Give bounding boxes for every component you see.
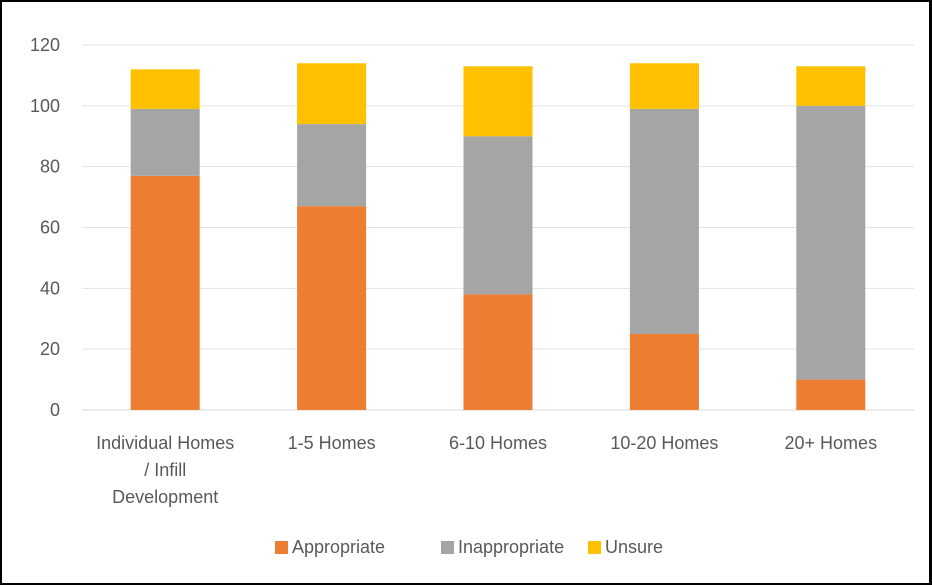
x-tick-label: 20+ Homes (785, 433, 878, 453)
x-tick-label: 6-10 Homes (449, 433, 547, 453)
bar-unsure-3 (629, 63, 699, 109)
bar-inappropriate-4 (796, 105, 866, 380)
legend: Appropriate Inappropriate Unsure (275, 537, 663, 557)
legend-label-inappropriate: Inappropriate (458, 537, 564, 557)
bar-unsure-4 (796, 66, 866, 106)
x-axis-tick-labels: Individual Homes / Infill Development 1-5 H… (96, 433, 877, 507)
y-tick-label: 20 (40, 339, 60, 359)
legend-swatch-inappropriate (441, 541, 454, 554)
legend-swatch-unsure (588, 541, 601, 554)
bar-appropriate-3 (629, 333, 699, 410)
bar-appropriate-1 (297, 206, 367, 410)
legend-label-appropriate: Appropriate (292, 537, 385, 557)
legend-swatch-appropriate (275, 541, 288, 554)
bar-appropriate-2 (463, 294, 533, 410)
y-axis-tick-labels: 0 20 40 60 80 100 120 (30, 35, 60, 420)
x-tick-label: / Infill (144, 460, 186, 480)
bar-appropriate-4 (796, 379, 866, 410)
x-tick-label: Development (112, 487, 218, 507)
bar-inappropriate-0 (130, 108, 200, 176)
bar-appropriate-0 (130, 175, 200, 410)
y-tick-label: 60 (40, 218, 60, 238)
legend-label-unsure: Unsure (605, 537, 663, 557)
bar-unsure-2 (463, 66, 533, 137)
y-tick-label: 120 (30, 35, 60, 55)
x-tick-label: 10-20 Homes (610, 433, 718, 453)
bar-inappropriate-1 (297, 124, 367, 207)
x-tick-label: 1-5 Homes (288, 433, 376, 453)
bar-inappropriate-3 (629, 108, 699, 334)
x-tick-label: Individual Homes (96, 433, 234, 453)
bars (130, 63, 866, 410)
bar-unsure-1 (297, 63, 367, 125)
y-tick-label: 100 (30, 96, 60, 116)
bar-unsure-0 (130, 69, 200, 109)
y-tick-label: 80 (40, 157, 60, 177)
y-tick-label: 40 (40, 278, 60, 298)
bar-inappropriate-2 (463, 136, 533, 295)
y-tick-label: 0 (50, 400, 60, 420)
